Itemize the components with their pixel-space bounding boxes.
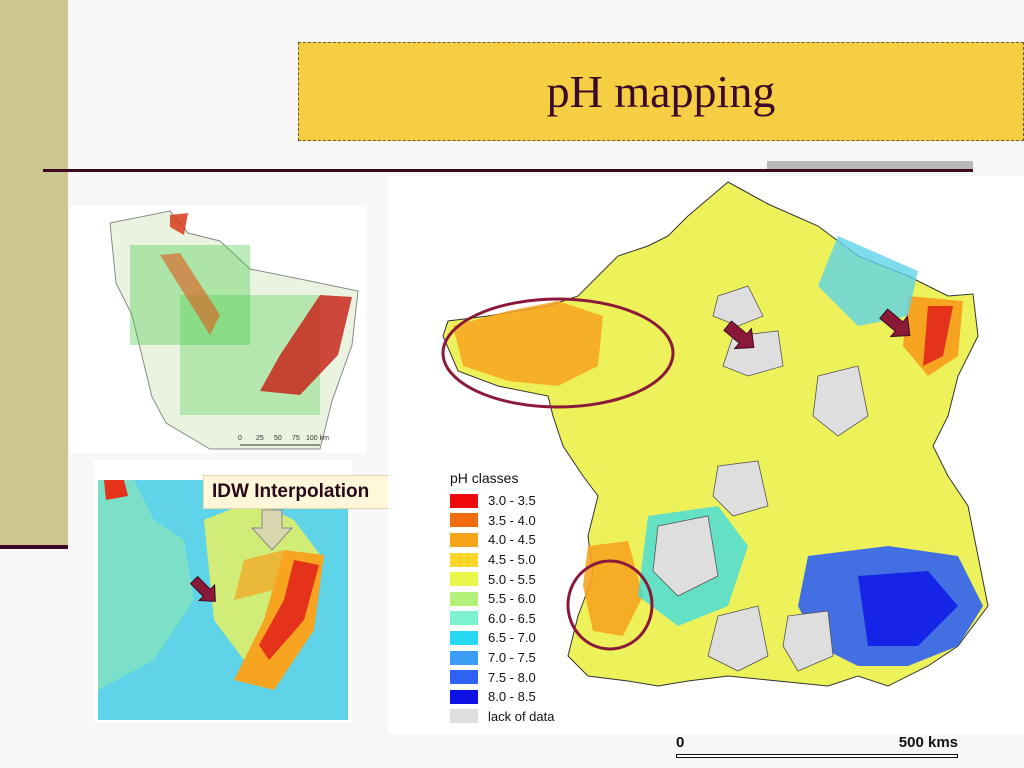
legend-label: 5.0 - 5.5 — [488, 571, 536, 587]
legend-item: lack of data — [450, 707, 585, 727]
legend-label: 3.0 - 3.5 — [488, 493, 536, 509]
legend-swatch — [450, 552, 478, 567]
brittany-highlight-circle — [441, 297, 675, 409]
legend-label: 6.0 - 6.5 — [488, 610, 536, 626]
legend-item: 3.0 - 3.5 — [450, 491, 585, 511]
acidic-band-diagonal — [160, 253, 220, 335]
scale-bar: 0 500 kms — [672, 732, 962, 762]
no-data-areas — [652, 285, 869, 672]
side-band-edge — [0, 545, 68, 549]
scale-tick-100: 100 km — [306, 435, 329, 442]
lorraine-arrow — [879, 308, 911, 338]
legend-item: 5.5 - 6.0 — [450, 589, 585, 609]
acidic-band-east — [260, 295, 352, 395]
scale-tick-25: 25 — [256, 435, 264, 442]
legend-swatch — [450, 630, 478, 645]
small-map-arrow — [189, 575, 216, 602]
legend-swatch — [450, 709, 478, 724]
legend-item: 7.5 - 8.0 — [450, 667, 585, 687]
legend-swatch — [450, 670, 478, 685]
title-box: pH mapping — [298, 42, 1024, 141]
scale-bar-line — [676, 754, 958, 758]
scale-end-label: 500 kms — [898, 734, 958, 751]
legend-swatch — [450, 591, 478, 606]
legend-label: 6.5 - 7.0 — [488, 630, 536, 646]
legend-item: 5.0 - 5.5 — [450, 569, 585, 589]
legend-swatch — [450, 572, 478, 587]
legend-label: 4.5 - 5.0 — [488, 552, 536, 568]
title-rule-shadow — [767, 161, 973, 169]
landes-highlight-circle — [566, 559, 654, 651]
france-ph-map — [388, 176, 1024, 734]
legend-label: 4.0 - 4.5 — [488, 532, 536, 548]
legend-label: 5.5 - 6.0 — [488, 591, 536, 607]
legend-item: 7.0 - 7.5 — [450, 648, 585, 668]
legend-item: 4.0 - 4.5 — [450, 530, 585, 550]
scale-tick-75: 75 — [292, 435, 300, 442]
scale-tick-50: 50 — [274, 435, 282, 442]
legend-label: lack of data — [488, 708, 555, 724]
legend-swatch — [450, 689, 478, 704]
slide-title: pH mapping — [546, 66, 776, 117]
legend-item: 8.0 - 8.5 — [450, 687, 585, 707]
title-rule — [43, 169, 973, 172]
ph-legend: pH classes 3.0 - 3.5 3.5 - 4.0 4.0 - 4.5… — [450, 470, 585, 726]
legend-label: 7.0 - 7.5 — [488, 650, 536, 666]
legend-swatch — [450, 513, 478, 528]
brittany-acidic — [453, 301, 603, 386]
side-band — [0, 0, 68, 548]
scale-start-label: 0 — [676, 734, 685, 751]
legend-item: 3.5 - 4.0 — [450, 511, 585, 531]
acidic-band-top — [170, 213, 188, 235]
idw-result-map — [94, 460, 352, 723]
east-neutral — [818, 236, 918, 326]
scale-tick-0: 0 — [238, 435, 242, 442]
down-arrow-icon — [250, 509, 294, 551]
legend-label: 8.0 - 8.5 — [488, 689, 536, 705]
legend-label: 7.5 - 8.0 — [488, 669, 536, 685]
idw-label-text: IDW Interpolation — [212, 481, 370, 502]
legend-swatch — [450, 493, 478, 508]
legend-swatch — [450, 611, 478, 626]
paris-arrow — [723, 320, 755, 350]
legend-item: 6.5 - 7.0 — [450, 628, 585, 648]
legend-swatch — [450, 532, 478, 547]
legend-label: 3.5 - 4.0 — [488, 512, 536, 528]
legend-title: pH classes — [450, 470, 519, 486]
legend-item: 4.5 - 5.0 — [450, 550, 585, 570]
small-map-scale: 0 25 50 75 100 km — [238, 435, 329, 446]
legend-swatch — [450, 650, 478, 665]
sample-points-map: 0 25 50 75 100 km — [70, 205, 366, 453]
legend-item: 6.0 - 6.5 — [450, 609, 585, 629]
